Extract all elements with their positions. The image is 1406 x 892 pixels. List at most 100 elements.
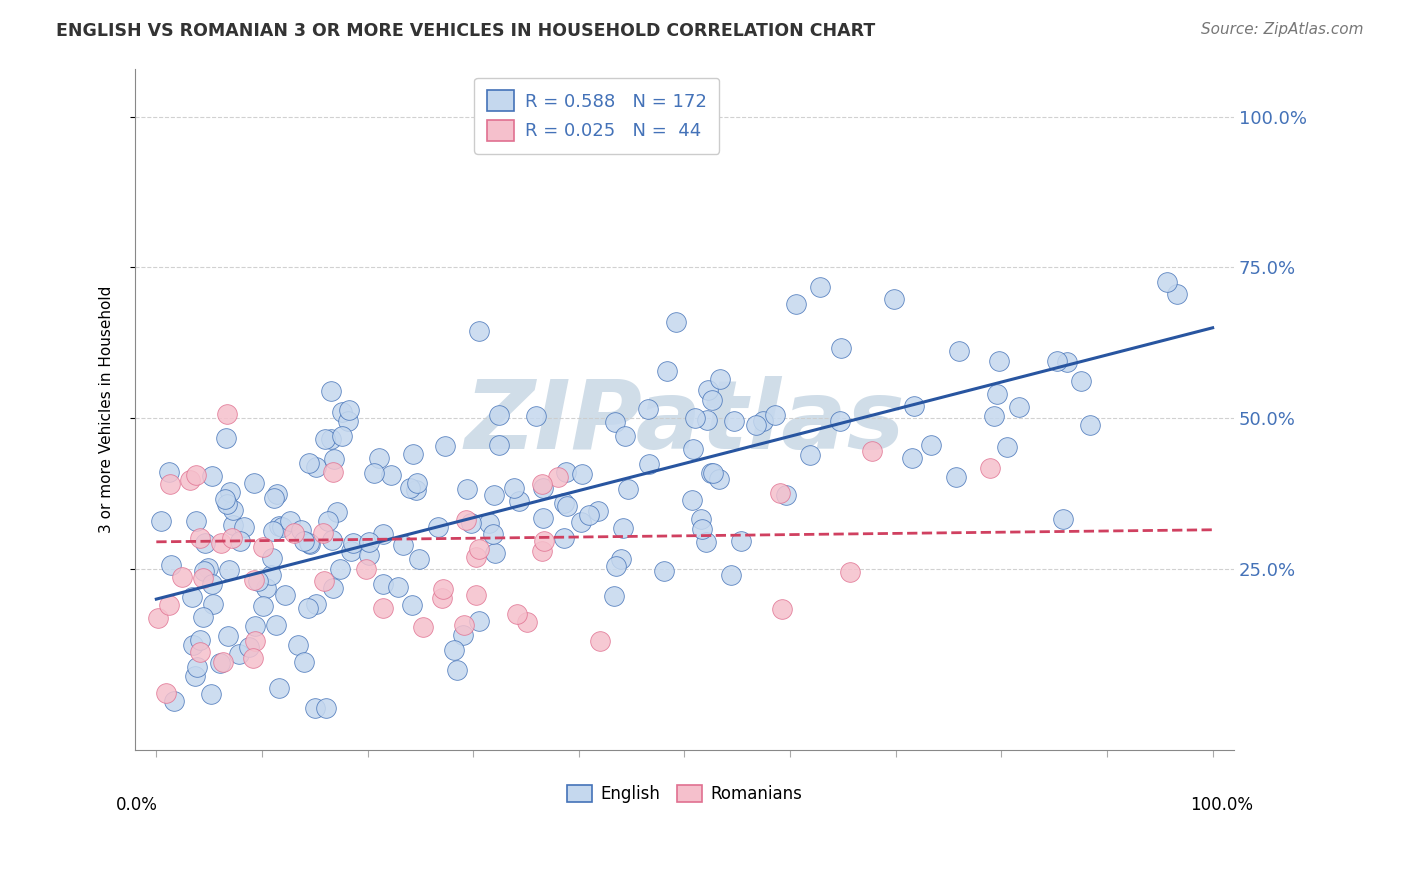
Point <box>292 655 315 669</box>
Point <box>245 633 267 648</box>
Point <box>217 497 239 511</box>
Point <box>214 491 236 506</box>
Point <box>170 570 193 584</box>
Point <box>188 645 211 659</box>
Point <box>229 533 252 548</box>
Point <box>839 565 862 579</box>
Point <box>707 471 730 485</box>
Point <box>506 607 529 621</box>
Point <box>371 527 394 541</box>
Point <box>262 524 284 538</box>
Point <box>553 531 575 545</box>
Point <box>402 447 425 461</box>
Point <box>903 399 925 413</box>
Point <box>603 415 626 429</box>
Point <box>262 550 284 565</box>
Point <box>342 535 364 549</box>
Point <box>883 293 905 307</box>
Point <box>569 516 592 530</box>
Point <box>186 660 208 674</box>
Text: 0.0%: 0.0% <box>115 797 157 814</box>
Point <box>278 514 301 528</box>
Point <box>637 401 659 416</box>
Point <box>752 414 775 428</box>
Point <box>266 486 288 500</box>
Point <box>304 700 326 714</box>
Point <box>181 590 204 604</box>
Point <box>456 482 478 496</box>
Point <box>315 700 337 714</box>
Point <box>464 550 486 565</box>
Point <box>709 371 731 385</box>
Point <box>363 466 385 480</box>
Point <box>860 444 883 458</box>
Point <box>530 543 553 558</box>
Point <box>211 656 233 670</box>
Point <box>488 438 510 452</box>
Point <box>290 523 312 537</box>
Point <box>287 638 309 652</box>
Point <box>322 465 344 479</box>
Point <box>193 564 215 578</box>
Point <box>468 324 491 338</box>
Point <box>222 503 245 517</box>
Point <box>723 414 745 428</box>
Point <box>399 481 422 495</box>
Point <box>354 562 377 576</box>
Point <box>745 417 768 432</box>
Point <box>547 470 569 484</box>
Point <box>159 477 181 491</box>
Point <box>432 591 454 605</box>
Point <box>252 599 274 613</box>
Point <box>312 526 335 541</box>
Point <box>571 467 593 482</box>
Point <box>682 442 704 456</box>
Point <box>314 574 336 588</box>
Point <box>242 651 264 665</box>
Point <box>305 459 328 474</box>
Point <box>638 458 661 472</box>
Point <box>298 536 321 550</box>
Point <box>775 487 797 501</box>
Point <box>830 341 852 355</box>
Point <box>371 576 394 591</box>
Point <box>555 499 578 513</box>
Point <box>830 414 852 428</box>
Point <box>605 559 627 574</box>
Point <box>700 392 723 407</box>
Point <box>202 597 225 611</box>
Point <box>685 411 707 425</box>
Point <box>945 469 967 483</box>
Point <box>481 527 503 541</box>
Point <box>602 589 624 603</box>
Point <box>219 484 242 499</box>
Point <box>531 477 554 491</box>
Point <box>283 526 305 541</box>
Point <box>264 618 287 632</box>
Point <box>446 664 468 678</box>
Point <box>271 520 294 534</box>
Point <box>254 581 277 595</box>
Point <box>274 588 297 602</box>
Point <box>222 518 245 533</box>
Point <box>654 564 676 578</box>
Point <box>209 536 232 550</box>
Point <box>612 521 634 535</box>
Point <box>690 523 713 537</box>
Point <box>482 487 505 501</box>
Point <box>451 628 474 642</box>
Point <box>995 440 1018 454</box>
Point <box>155 686 177 700</box>
Point <box>368 450 391 465</box>
Point <box>986 387 1008 401</box>
Point <box>233 520 256 534</box>
Point <box>443 643 465 657</box>
Point <box>460 516 482 531</box>
Point <box>371 600 394 615</box>
Point <box>340 544 363 558</box>
Point <box>269 681 291 695</box>
Point <box>200 687 222 701</box>
Point <box>553 496 575 510</box>
Point <box>432 582 454 596</box>
Text: ENGLISH VS ROMANIAN 3 OR MORE VEHICLES IN HOUSEHOLD CORRELATION CHART: ENGLISH VS ROMANIAN 3 OR MORE VEHICLES I… <box>56 22 876 40</box>
